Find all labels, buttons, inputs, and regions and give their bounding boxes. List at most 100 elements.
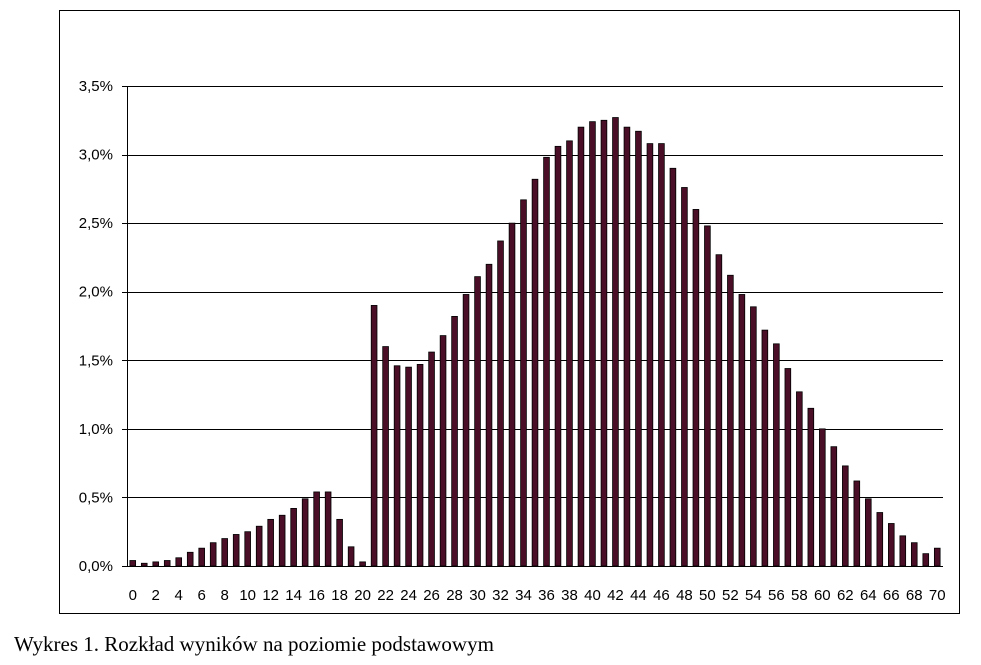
bar-57 [784, 368, 792, 567]
bar-28 [451, 315, 458, 567]
bar-9 [232, 534, 240, 567]
bar-42 [612, 117, 619, 567]
bars [129, 117, 941, 567]
y-axis-tick-labels: 0,0% 0,5% 1,0% 1,5% 2,0% 2,5% 3,0% 3,5% [79, 78, 127, 575]
axes [127, 86, 943, 567]
bar-25 [416, 363, 424, 567]
bar-17 [324, 491, 332, 567]
bar-14 [290, 507, 297, 567]
bar-59 [807, 407, 815, 567]
bar-50 [704, 225, 711, 567]
x-tick-label: 34 [515, 587, 532, 604]
bar-49 [692, 209, 700, 567]
bar-36 [543, 156, 550, 567]
bar-19 [347, 546, 355, 567]
bar-47 [669, 167, 677, 567]
x-tick-label: 10 [239, 587, 256, 604]
x-tick-label: 36 [538, 587, 555, 604]
bar-13 [278, 514, 286, 567]
bar-70 [933, 547, 941, 567]
bar-66 [888, 523, 895, 567]
x-tick-label: 68 [906, 587, 923, 604]
bar-60 [819, 428, 826, 567]
x-tick-label: 44 [630, 587, 647, 604]
x-tick-label: 14 [285, 587, 302, 604]
bar-24 [405, 366, 412, 567]
bar-11 [255, 525, 263, 567]
bar-69 [922, 553, 930, 567]
bar-31 [485, 263, 493, 567]
x-tick-label: 58 [791, 587, 808, 604]
x-tick-label: 8 [221, 587, 229, 604]
x-tick-label: 62 [837, 587, 854, 604]
bar-52 [727, 274, 734, 567]
y-tick-label: 0,0% [79, 558, 113, 575]
bar-39 [577, 126, 585, 567]
x-tick-label: 28 [446, 587, 463, 604]
bar-37 [554, 145, 562, 567]
bar-63 [853, 480, 861, 567]
y-tick-label: 3,5% [79, 78, 113, 95]
x-tick-label: 20 [354, 587, 371, 604]
x-tick-label: 60 [814, 587, 831, 604]
bar-chart: 0,0%0,5%1,0%1,5%2,0%2,5%3,0%3,5% 0 2 4 6 8 10… [79, 78, 946, 604]
bar-40 [589, 121, 596, 567]
bar-56 [773, 343, 780, 567]
bar-1 [140, 562, 148, 567]
bar-18 [336, 518, 343, 567]
x-tick-label: 30 [469, 587, 486, 604]
chart-frame: 0,0% 0,5% 1,0% 1,5% 2,0% 2,5% 3,0% 3,5% 0 2 4 6 8 10… [59, 10, 960, 614]
bar-16 [313, 491, 320, 567]
bar-34 [520, 199, 527, 567]
bar-53 [738, 294, 746, 567]
bar-26 [428, 351, 435, 567]
bar-32 [497, 240, 504, 567]
bar-58 [796, 391, 803, 567]
x-tick-label: 22 [377, 587, 394, 604]
x-tick-label: 4 [175, 587, 183, 604]
x-tick-label: 50 [699, 587, 716, 604]
x-tick-label: 66 [883, 587, 900, 604]
y-tick-label: 1,0% [79, 421, 113, 438]
bar-3 [163, 560, 171, 567]
bar-35 [531, 178, 539, 567]
figure-caption: Wykres 1. Rozkład wyników na poziomie po… [14, 632, 494, 656]
bar-55 [761, 329, 769, 567]
bar-38 [566, 140, 573, 567]
bar-61 [830, 446, 838, 567]
bar-10 [244, 531, 251, 567]
bar-5 [186, 551, 194, 567]
y-tick-label: 1,5% [79, 352, 113, 369]
bar-29 [462, 294, 470, 567]
x-tick-label: 26 [423, 587, 440, 604]
y-tick-label: 2,5% [79, 215, 113, 232]
bar-20 [359, 561, 366, 567]
bar-0 [129, 560, 137, 567]
bar-22 [382, 346, 389, 567]
bar-46 [658, 143, 665, 567]
y-tick-label: 0,5% [79, 489, 113, 506]
x-tick-label: 32 [492, 587, 509, 604]
bar-68 [910, 542, 918, 567]
bar-23 [393, 365, 401, 567]
x-tick-label: 2 [152, 587, 160, 604]
bar-43 [623, 126, 631, 567]
bar-7 [209, 542, 217, 567]
bar-21 [370, 305, 378, 567]
x-tick-label: 6 [198, 587, 206, 604]
bar-27 [439, 335, 447, 567]
bar-65 [876, 512, 884, 567]
x-tick-label: 40 [584, 587, 601, 604]
bar-48 [681, 187, 688, 567]
y-tick-label: 3,0% [79, 147, 113, 164]
x-tick-label: 52 [722, 587, 739, 604]
x-tick-label: 64 [860, 587, 877, 604]
x-tick-label: 16 [308, 587, 325, 604]
x-tick-label: 12 [262, 587, 279, 604]
x-tick-label: 0 [129, 587, 137, 604]
bar-6 [198, 547, 205, 567]
bar-4 [175, 557, 182, 567]
y-tick-label: 2,0% [79, 284, 113, 301]
bar-33 [508, 222, 516, 567]
x-tick-label: 24 [400, 587, 417, 604]
